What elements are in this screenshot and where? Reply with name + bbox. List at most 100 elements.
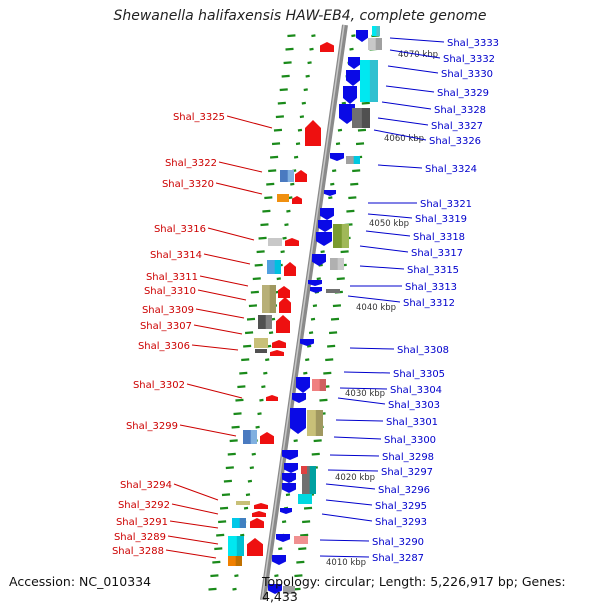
gene-label[interactable]: Shal_3314 [150,250,202,261]
gene-arrow-forward[interactable] [296,377,310,393]
gene-block[interactable] [254,338,268,348]
gene-label[interactable]: Shal_3302 [133,380,185,391]
gene-label[interactable]: Shal_3315 [407,265,459,276]
gene-arrow-forward[interactable] [330,153,344,161]
gene-block[interactable] [283,586,295,594]
gene-arrow-reverse[interactable] [278,286,290,298]
gene-block[interactable] [301,466,307,474]
gene-block[interactable] [298,494,312,504]
gene-arrow-forward[interactable] [290,408,306,434]
gene-arrow-forward[interactable] [284,463,298,473]
gene-label[interactable]: Shal_3307 [140,321,192,332]
gene-label[interactable]: Shal_3332 [443,54,495,65]
gene-arrow-reverse[interactable] [260,432,274,444]
gene-label[interactable]: Shal_3289 [114,532,166,543]
gene-block[interactable] [346,156,360,164]
gene-block[interactable] [232,518,246,528]
gene-label[interactable]: Shal_3330 [441,69,493,80]
gene-label[interactable]: Shal_3298 [382,452,434,463]
gene-arrow-reverse[interactable] [272,340,286,348]
gene-label[interactable]: Shal_3311 [146,272,198,283]
gene-label[interactable]: Shal_3326 [429,136,481,147]
gene-label[interactable]: Shal_3321 [420,199,472,210]
gene-label[interactable]: Shal_3290 [372,537,424,548]
gene-label[interactable]: Shal_3306 [138,341,190,352]
gene-label[interactable]: Shal_3305 [393,369,445,380]
gene-arrow-forward[interactable] [268,584,282,594]
gene-label[interactable]: Shal_3327 [431,121,483,132]
gene-arrow-reverse[interactable] [254,503,268,509]
gene-arrow-forward[interactable] [348,57,360,69]
gene-block[interactable] [277,194,289,202]
gene-label[interactable]: Shal_3308 [397,345,449,356]
gene-label[interactable]: Shal_3288 [112,546,164,557]
gene-label[interactable]: Shal_3320 [162,179,214,190]
gene-arrow-forward[interactable] [318,220,332,232]
gene-arrow-forward[interactable] [339,104,355,124]
gene-arrow-forward[interactable] [282,473,296,483]
gene-label[interactable]: Shal_3297 [381,467,433,478]
gene-block[interactable] [236,501,250,505]
gene-arrow-reverse[interactable] [305,120,321,146]
gene-label[interactable]: Shal_3294 [120,480,172,491]
gene-label[interactable]: Shal_3333 [447,38,499,49]
gene-label[interactable]: Shal_3293 [375,517,427,528]
gene-label[interactable]: Shal_3313 [405,282,457,293]
gene-label[interactable]: Shal_3291 [116,517,168,528]
gene-block[interactable] [255,349,267,353]
gene-arrow-forward[interactable] [346,70,360,86]
gene-label[interactable]: Shal_3304 [390,385,442,396]
gene-arrow-forward[interactable] [310,287,322,293]
gene-label[interactable]: Shal_3317 [411,248,463,259]
gene-arrow-reverse[interactable] [247,538,263,556]
gene-label[interactable]: Shal_3300 [384,435,436,446]
gene-block[interactable] [372,26,380,36]
gene-arrow-reverse[interactable] [250,518,264,528]
gene-arrow-forward[interactable] [356,30,368,42]
gene-label[interactable]: Shal_3312 [403,298,455,309]
gene-arrow-reverse[interactable] [285,238,299,246]
gene-block[interactable] [294,536,308,544]
gene-label[interactable]: Shal_3328 [434,105,486,116]
gene-label[interactable]: Shal_3324 [425,164,477,175]
gene-arrow-reverse[interactable] [279,297,291,313]
gene-label[interactable]: Shal_3325 [173,112,225,123]
gene-label[interactable]: Shal_3316 [154,224,206,235]
gene-block[interactable] [228,556,242,566]
gene-arrow-forward[interactable] [300,339,314,346]
gene-arrow-forward[interactable] [324,190,336,196]
gene-arrow-forward[interactable] [308,280,322,286]
gene-arrow-forward[interactable] [312,254,326,266]
gene-arrow-forward[interactable] [292,393,306,403]
gene-arrow-forward[interactable] [282,450,298,460]
gene-arrow-reverse[interactable] [266,395,278,401]
gene-label[interactable]: Shal_3301 [386,417,438,428]
gene-label[interactable]: Shal_3287 [372,553,424,564]
gene-arrow-forward[interactable] [343,86,357,104]
gene-arrow-reverse[interactable] [320,42,334,52]
gene-label[interactable]: Shal_3319 [415,214,467,225]
gene-arrow-reverse[interactable] [284,262,296,276]
gene-label[interactable]: Shal_3303 [388,400,440,411]
gene-label[interactable]: Shal_3318 [413,232,465,243]
gene-label[interactable]: Shal_3299 [126,421,178,432]
gene-label[interactable]: Shal_3329 [437,88,489,99]
gene-label[interactable]: Shal_3310 [144,286,196,297]
gene-arrow-forward[interactable] [276,534,290,542]
gene-block[interactable] [268,238,282,246]
gene-arrow-reverse[interactable] [276,315,290,333]
gene-arrow-forward[interactable] [320,208,334,220]
gene-arrow-forward[interactable] [280,508,292,514]
gene-label[interactable]: Shal_3296 [378,485,430,496]
gene-arrow-forward[interactable] [272,555,286,565]
gene-arrow-reverse[interactable] [292,196,302,204]
gene-arrow-forward[interactable] [316,232,332,246]
gene-arrow-reverse[interactable] [252,511,266,517]
gene-arrow-reverse[interactable] [270,350,284,356]
gene-block[interactable] [326,289,340,293]
gene-label[interactable]: Shal_3295 [375,501,427,512]
gene-label[interactable]: Shal_3322 [165,158,217,169]
gene-arrow-reverse[interactable] [295,170,307,182]
gene-label[interactable]: Shal_3309 [142,305,194,316]
gene-arrow-forward[interactable] [282,483,296,493]
